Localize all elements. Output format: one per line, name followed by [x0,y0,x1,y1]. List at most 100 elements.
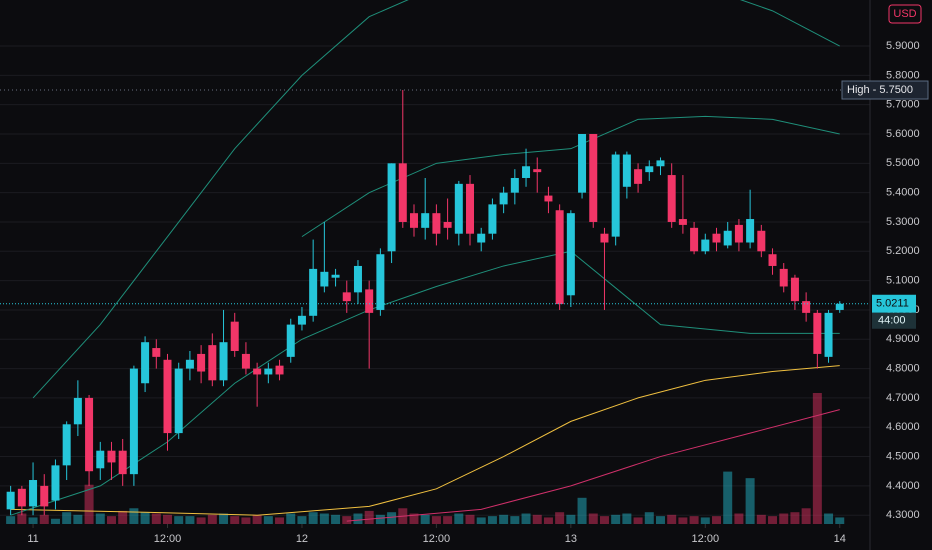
volume-bar [555,512,565,524]
candle-body [353,265,362,293]
volume-bar [835,517,845,524]
candle-body [790,277,799,302]
candle-body [443,221,452,228]
y-tick-label: 4.4000 [886,480,920,492]
candle-body [197,353,206,372]
y-tick-label: 5.4000 [886,187,920,199]
volume-bar [375,514,385,524]
candle-body [253,368,262,375]
candle-body [656,160,665,167]
volume-bar [611,514,621,524]
volume-bar [566,514,576,524]
x-tick-label: 13 [565,533,577,545]
candle-body [499,192,508,205]
volume-bar [185,516,195,524]
volume-bar [454,513,464,524]
last-price-box [872,294,916,313]
volume-bar [140,512,150,524]
candle-body [488,204,497,234]
y-tick-label: 4.7000 [886,392,920,404]
candle-body [466,183,475,234]
x-tick-label: 14 [834,533,846,545]
volume-bar [84,484,94,524]
y-tick-label: 5.2000 [886,245,920,257]
y-tick-label: 4.5000 [886,450,920,462]
candle-body [320,271,329,287]
volume-bar [812,393,822,524]
candle-body [634,169,643,184]
candle-body [622,154,631,187]
volume-bar [499,514,509,524]
candle-body [85,397,94,472]
candle-body [6,491,15,510]
candle-body [712,233,721,243]
volume-bar [420,514,430,524]
volume-bar [50,518,60,524]
candle-body [734,224,743,243]
volume-bar [39,514,49,524]
candle-body [835,303,844,310]
volume-bar [252,514,262,524]
candle-body [701,239,710,252]
candle-body [230,321,239,351]
candle-body [544,195,553,202]
candle-body [141,342,150,384]
volume-bar [219,513,229,524]
volume-bar [723,471,733,524]
candle-body [824,312,833,357]
volume-bar [106,516,116,524]
candle-body [600,233,609,243]
candle-body [29,480,38,507]
candle-body [51,465,60,501]
candle-body [779,268,788,287]
volume-bar [331,514,341,524]
candle-body [40,485,49,507]
volume-bar [353,513,363,524]
volume-bar [588,513,598,524]
volume-bar [543,517,553,524]
volume-bar [207,514,217,524]
candle-body [768,254,777,266]
volume-bar [633,517,643,524]
y-tick-label: 5.3000 [886,216,920,228]
candle-body [555,210,564,305]
volume-bar [286,513,296,524]
volume-bar [801,508,811,524]
candle-body [533,169,542,173]
volume-bar [196,517,206,524]
currency: USD [893,8,916,20]
currency-box [888,4,922,24]
volume-bar [734,513,744,524]
y-tick-label: 5.6000 [886,128,920,140]
candle-body [118,450,127,475]
volume-bar [230,516,240,524]
y-tick-label: 4.9000 [886,333,920,345]
volume-bar [118,510,128,524]
candle-body [107,450,116,463]
candle-body [208,345,217,381]
candle-body [398,163,407,222]
candle-body [477,233,486,243]
volume-bar [443,516,453,524]
indicator-line [10,365,840,516]
volume-bar [73,514,83,524]
volume-bar [577,497,587,524]
candle-body [387,163,396,252]
last-price-label: 5.0211 [876,298,909,310]
volume-bar [151,513,161,524]
volume-bar [174,516,184,524]
candle-body [96,450,105,469]
volume-bar [319,513,329,524]
y-tick-label: 5.5000 [886,157,920,169]
volume-bar [476,517,486,524]
candle-body [813,312,822,354]
candle-body [421,213,430,228]
volume-bar [756,514,766,524]
candle-body [241,353,250,369]
candle-body [678,219,687,225]
y-tick-label: 4.3000 [886,509,920,521]
y-tick-label: 5.7000 [886,99,920,111]
candle-body [152,348,161,357]
